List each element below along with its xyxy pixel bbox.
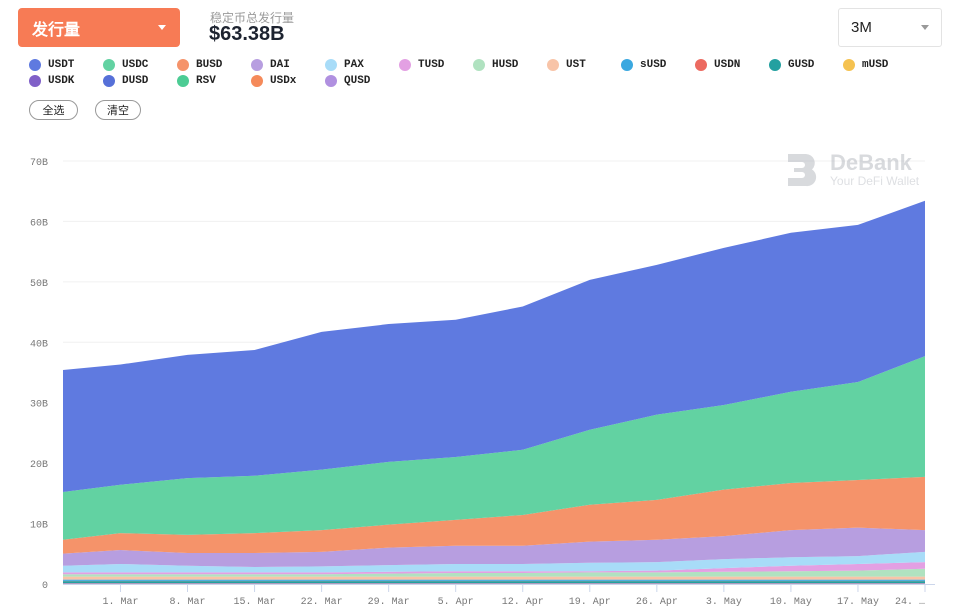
legend-item-husd[interactable]: HUSD [473, 59, 518, 71]
legend-dot-icon [177, 59, 189, 71]
legend-dot-icon [177, 75, 189, 87]
legend-dot-icon [325, 75, 337, 87]
chevron-down-icon [921, 25, 929, 30]
legend-dot-icon [29, 75, 41, 87]
legend-dot-icon [251, 59, 263, 71]
y-tick-label: 10B [30, 521, 48, 532]
legend-item-usdk[interactable]: USDK [29, 75, 74, 87]
legend-item-usdt[interactable]: USDT [29, 59, 74, 71]
legend-label: UST [566, 59, 586, 71]
area-busd [63, 476, 925, 554]
y-tick-label: 70B [30, 158, 48, 169]
x-tick-label: 19. Apr [569, 597, 611, 608]
clear-button[interactable]: 清空 [95, 100, 141, 120]
total-supply-label: 稳定币总发行量 [210, 11, 295, 25]
time-range-select[interactable]: 3M [838, 8, 942, 47]
y-tick-label: 30B [30, 400, 48, 411]
area-gusd [63, 581, 925, 583]
legend-dot-icon [251, 75, 263, 87]
area-usdk [63, 583, 925, 584]
legend-dot-icon [103, 75, 115, 87]
legend-label: RSV [196, 75, 216, 87]
x-tick-label: 8. Mar [170, 597, 206, 608]
area-usdt [63, 200, 925, 493]
legend-label: USDx [270, 75, 297, 87]
legend-item-tusd[interactable]: TUSD [399, 59, 444, 71]
y-tick-label: 60B [30, 218, 48, 229]
legend-label: sUSD [640, 59, 667, 71]
y-tick-label: 0 [42, 581, 48, 592]
x-tick-label: 22. Mar [301, 597, 343, 608]
watermark-tagline: Your DeFi Wallet [830, 174, 920, 188]
x-tick-label: 5. Apr [438, 597, 474, 608]
x-tick-label: 3. May [706, 597, 742, 608]
area-husd [63, 568, 925, 577]
legend-label: HUSD [492, 59, 519, 71]
metric-select-value: 发行量 [32, 19, 81, 39]
legend-label: USDN [714, 59, 741, 71]
legend-label: USDK [48, 75, 75, 87]
legend-item-usdn[interactable]: USDN [695, 59, 740, 71]
time-range-value: 3M [851, 19, 872, 36]
x-tick-label: 24. … [895, 597, 925, 608]
legend-label: BUSD [196, 59, 223, 71]
chevron-down-icon [158, 25, 166, 30]
legend-item-ust[interactable]: UST [547, 59, 586, 71]
legend-label: mUSD [862, 59, 889, 71]
legend-label: DUSD [122, 75, 149, 87]
select-all-button[interactable]: 全选 [29, 100, 78, 120]
legend-item-dusd[interactable]: DUSD [103, 75, 148, 87]
legend-dot-icon [547, 59, 559, 71]
legend-dot-icon [769, 59, 781, 71]
x-tick-label: 29. Mar [368, 597, 410, 608]
legend-label: USDC [122, 59, 149, 71]
legend-item-rsv[interactable]: RSV [177, 75, 216, 87]
debank-logo-icon [788, 154, 817, 187]
metric-select[interactable]: 发行量 [18, 8, 180, 47]
area-susd [63, 579, 925, 581]
total-supply-value: $63.38B [209, 23, 285, 45]
legend-item-qusd[interactable]: QUSD [325, 75, 370, 87]
legend-item-busd[interactable]: BUSD [177, 59, 222, 71]
y-tick-label: 40B [30, 339, 48, 350]
legend-label: PAX [344, 59, 364, 71]
legend-label: GUSD [788, 59, 815, 71]
x-tick-label: 17. May [837, 597, 879, 608]
legend-label: QUSD [344, 75, 371, 87]
legend-item-pax[interactable]: PAX [325, 59, 364, 71]
x-tick-label: 26. Apr [636, 597, 678, 608]
legend-label: TUSD [418, 59, 445, 71]
area-ust [63, 576, 925, 580]
x-tick-label: 15. Mar [234, 597, 276, 608]
legend-dot-icon [695, 59, 707, 71]
area-tusd [63, 562, 925, 575]
legend-dot-icon [325, 59, 337, 71]
x-tick-label: 1. Mar [102, 597, 138, 608]
legend-dot-icon [473, 59, 485, 71]
legend-dot-icon [103, 59, 115, 71]
x-tick-label: 10. May [770, 597, 812, 608]
legend-item-usdx[interactable]: USDx [251, 75, 296, 87]
legend-item-gusd[interactable]: GUSD [769, 59, 814, 71]
legend-item-susd[interactable]: sUSD [621, 59, 666, 71]
legend-item-musd[interactable]: mUSD [843, 59, 888, 71]
area-usdc [63, 356, 925, 540]
legend-dot-icon [843, 59, 855, 71]
legend-item-usdc[interactable]: USDC [103, 59, 148, 71]
y-tick-label: 20B [30, 460, 48, 471]
debank-watermark: DeBank Your DeFi Wallet [786, 152, 919, 188]
watermark-name: DeBank [830, 150, 912, 175]
legend-dot-icon [399, 59, 411, 71]
legend-dot-icon [621, 59, 633, 71]
legend-label: USDT [48, 59, 75, 71]
legend-item-dai[interactable]: DAI [251, 59, 290, 71]
y-tick-label: 50B [30, 279, 48, 290]
area-pax [63, 551, 925, 573]
legend-dot-icon [29, 59, 41, 71]
x-tick-label: 12. Apr [502, 597, 544, 608]
area-dai [63, 527, 925, 567]
legend-label: DAI [270, 59, 290, 71]
